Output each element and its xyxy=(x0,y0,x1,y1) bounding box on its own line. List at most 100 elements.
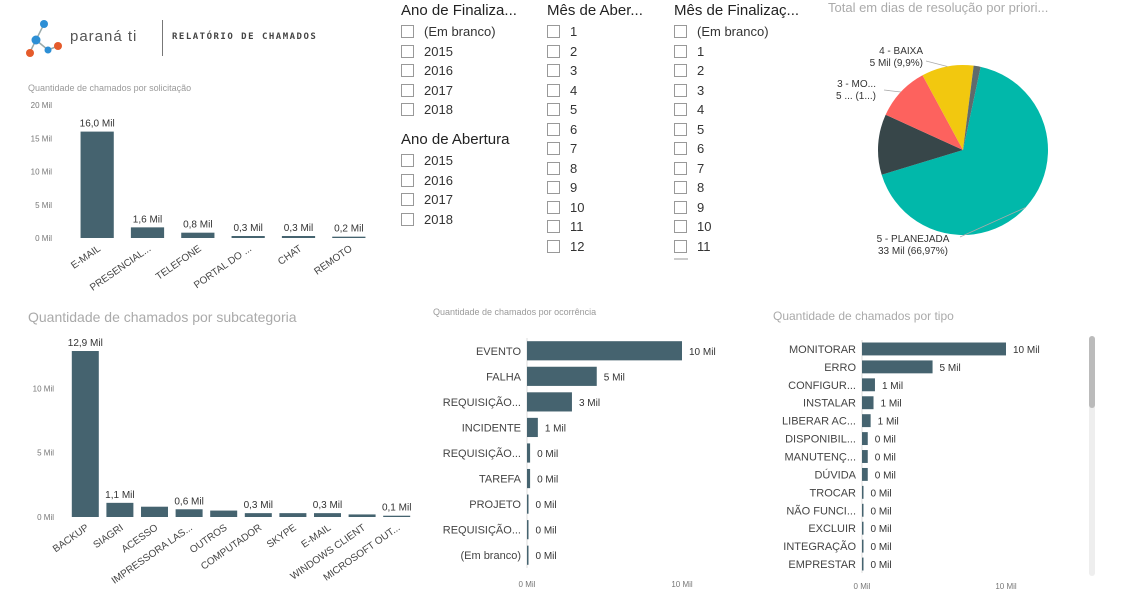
y-tick-label: 0 Mil xyxy=(35,234,52,243)
slicer-item[interactable]: 4 xyxy=(547,81,662,101)
checkbox[interactable] xyxy=(674,200,687,214)
leader-line xyxy=(883,89,901,93)
slicer-item[interactable]: 12 xyxy=(547,237,662,257)
bar xyxy=(527,341,682,361)
slicer-item[interactable]: 3 xyxy=(674,81,804,101)
bar xyxy=(862,450,868,463)
bar xyxy=(527,545,529,565)
checkbox[interactable] xyxy=(401,103,414,117)
bar xyxy=(181,232,215,238)
checkbox[interactable] xyxy=(547,83,560,97)
slicer-item[interactable]: 8 xyxy=(674,178,804,198)
slicer-item[interactable]: 3 xyxy=(547,61,662,81)
checkbox[interactable] xyxy=(547,181,560,195)
checkbox[interactable] xyxy=(401,25,414,39)
checkbox[interactable] xyxy=(674,122,687,136)
checkbox[interactable] xyxy=(674,83,687,97)
bar xyxy=(527,468,531,489)
slicer-title: Ano de Finaliza... xyxy=(401,2,517,19)
slicer-ano-abertura: Ano de Abertura 2015 2016 2017 2018 xyxy=(401,131,531,236)
checkbox[interactable] xyxy=(674,64,687,78)
chart-scrollbar-thumb[interactable] xyxy=(1089,336,1095,408)
data-label: 5 Mil xyxy=(604,372,625,383)
slicer-item[interactable]: (Em branco) xyxy=(401,22,531,42)
category-label: NÃO FUNCI... xyxy=(786,504,856,517)
slicer-item[interactable]: 2 xyxy=(674,61,804,81)
bar xyxy=(348,514,376,517)
pie-slice xyxy=(885,75,963,150)
bar xyxy=(862,557,864,571)
data-label: 3 Mil xyxy=(579,398,600,409)
slice-label: 3 - MO... xyxy=(837,79,876,90)
slicer-items: (Em branco) 1 2 3 4 5 6 7 8 9 10 11 xyxy=(674,22,804,256)
slicer-item[interactable]: 1 xyxy=(674,42,804,62)
slicer-item[interactable]: 6 xyxy=(674,139,804,159)
checkbox[interactable] xyxy=(547,44,560,58)
category-label: TROCAR xyxy=(810,487,857,499)
checkbox[interactable] xyxy=(547,142,560,156)
slicer-item[interactable]: 2016 xyxy=(401,61,531,81)
checkbox[interactable] xyxy=(401,64,414,78)
slicer-item[interactable]: 9 xyxy=(674,198,804,218)
checkbox[interactable] xyxy=(401,44,414,58)
chart-tipo: MONITORAR 10 Mil ERRO 5 Mil CONFIGUR... 1 Mil… xyxy=(782,340,1040,591)
slicer-item[interactable]: 5 xyxy=(674,120,804,140)
slicer-item[interactable]: 2017 xyxy=(401,81,531,101)
slicer-item[interactable]: 10 xyxy=(674,217,804,237)
y-tick-label: 5 Mil xyxy=(35,201,52,210)
slicer-item[interactable]: 11 xyxy=(547,217,662,237)
checkbox[interactable] xyxy=(547,64,560,78)
slicer-item[interactable]: 2015 xyxy=(401,151,531,171)
chart-solicitacao: 0 Mil 5 Mil 10 Mil 15 Mil 20 Mil 16,0 Mil E-MA… xyxy=(31,101,366,294)
bar xyxy=(862,521,864,535)
slicer-title: Mês de Aber... xyxy=(547,2,643,19)
slice-label: 4 - BAIXA xyxy=(879,46,923,57)
slicer-item[interactable]: 1 xyxy=(547,22,662,42)
slicer-item[interactable]: 4 xyxy=(674,100,804,120)
x-tick-label: 0 Mil xyxy=(854,582,871,591)
slicer-item[interactable]: 8 xyxy=(547,159,662,179)
category-label: INSTALAR xyxy=(803,398,856,410)
slicer-item[interactable]: 2017 xyxy=(401,190,531,210)
slicer-item[interactable]: 11 xyxy=(674,237,804,257)
checkbox[interactable] xyxy=(547,25,560,39)
slicer-item[interactable]: 2016 xyxy=(401,171,531,191)
checkbox[interactable] xyxy=(674,161,687,175)
slicer-item[interactable]: 2018 xyxy=(401,210,531,230)
category-label: LIBERAR AC... xyxy=(782,416,856,428)
checkbox[interactable] xyxy=(674,25,687,39)
slicer-item[interactable]: 2 xyxy=(547,42,662,62)
checkbox[interactable] xyxy=(401,154,414,168)
slicer-item[interactable]: 10 xyxy=(547,198,662,218)
checkbox[interactable] xyxy=(547,200,560,214)
slicer-item[interactable]: 7 xyxy=(674,159,804,179)
slicer-item[interactable]: 6 xyxy=(547,120,662,140)
checkbox[interactable] xyxy=(674,220,687,234)
checkbox[interactable] xyxy=(401,83,414,97)
checkbox[interactable] xyxy=(401,173,414,187)
checkbox[interactable] xyxy=(547,103,560,117)
x-tick-label: 10 Mil xyxy=(995,582,1017,591)
checkbox[interactable] xyxy=(401,193,414,207)
checkbox[interactable] xyxy=(547,239,560,253)
slicer-mes-finalizacao: Mês de Finalizaç... (Em branco) 1 2 3 4 … xyxy=(674,2,804,260)
checkbox[interactable] xyxy=(401,212,414,226)
slicer-item[interactable]: (Em branco) xyxy=(674,22,804,42)
bar xyxy=(862,360,933,374)
slicer-item[interactable]: 7 xyxy=(547,139,662,159)
bar xyxy=(862,503,864,517)
y-tick-label: 10 Mil xyxy=(33,384,55,393)
checkbox[interactable] xyxy=(674,239,687,253)
checkbox[interactable] xyxy=(674,181,687,195)
checkbox[interactable] xyxy=(674,103,687,117)
slicer-item[interactable]: 2015 xyxy=(401,42,531,62)
slicer-item[interactable]: 9 xyxy=(547,178,662,198)
slicer-item[interactable]: 2018 xyxy=(401,100,531,120)
checkbox[interactable] xyxy=(547,122,560,136)
checkbox[interactable] xyxy=(674,44,687,58)
slicer-item[interactable]: 5 xyxy=(547,100,662,120)
checkbox[interactable] xyxy=(674,142,687,156)
chart-scrollbar-track[interactable] xyxy=(1089,336,1095,576)
checkbox[interactable] xyxy=(547,161,560,175)
checkbox[interactable] xyxy=(547,220,560,234)
